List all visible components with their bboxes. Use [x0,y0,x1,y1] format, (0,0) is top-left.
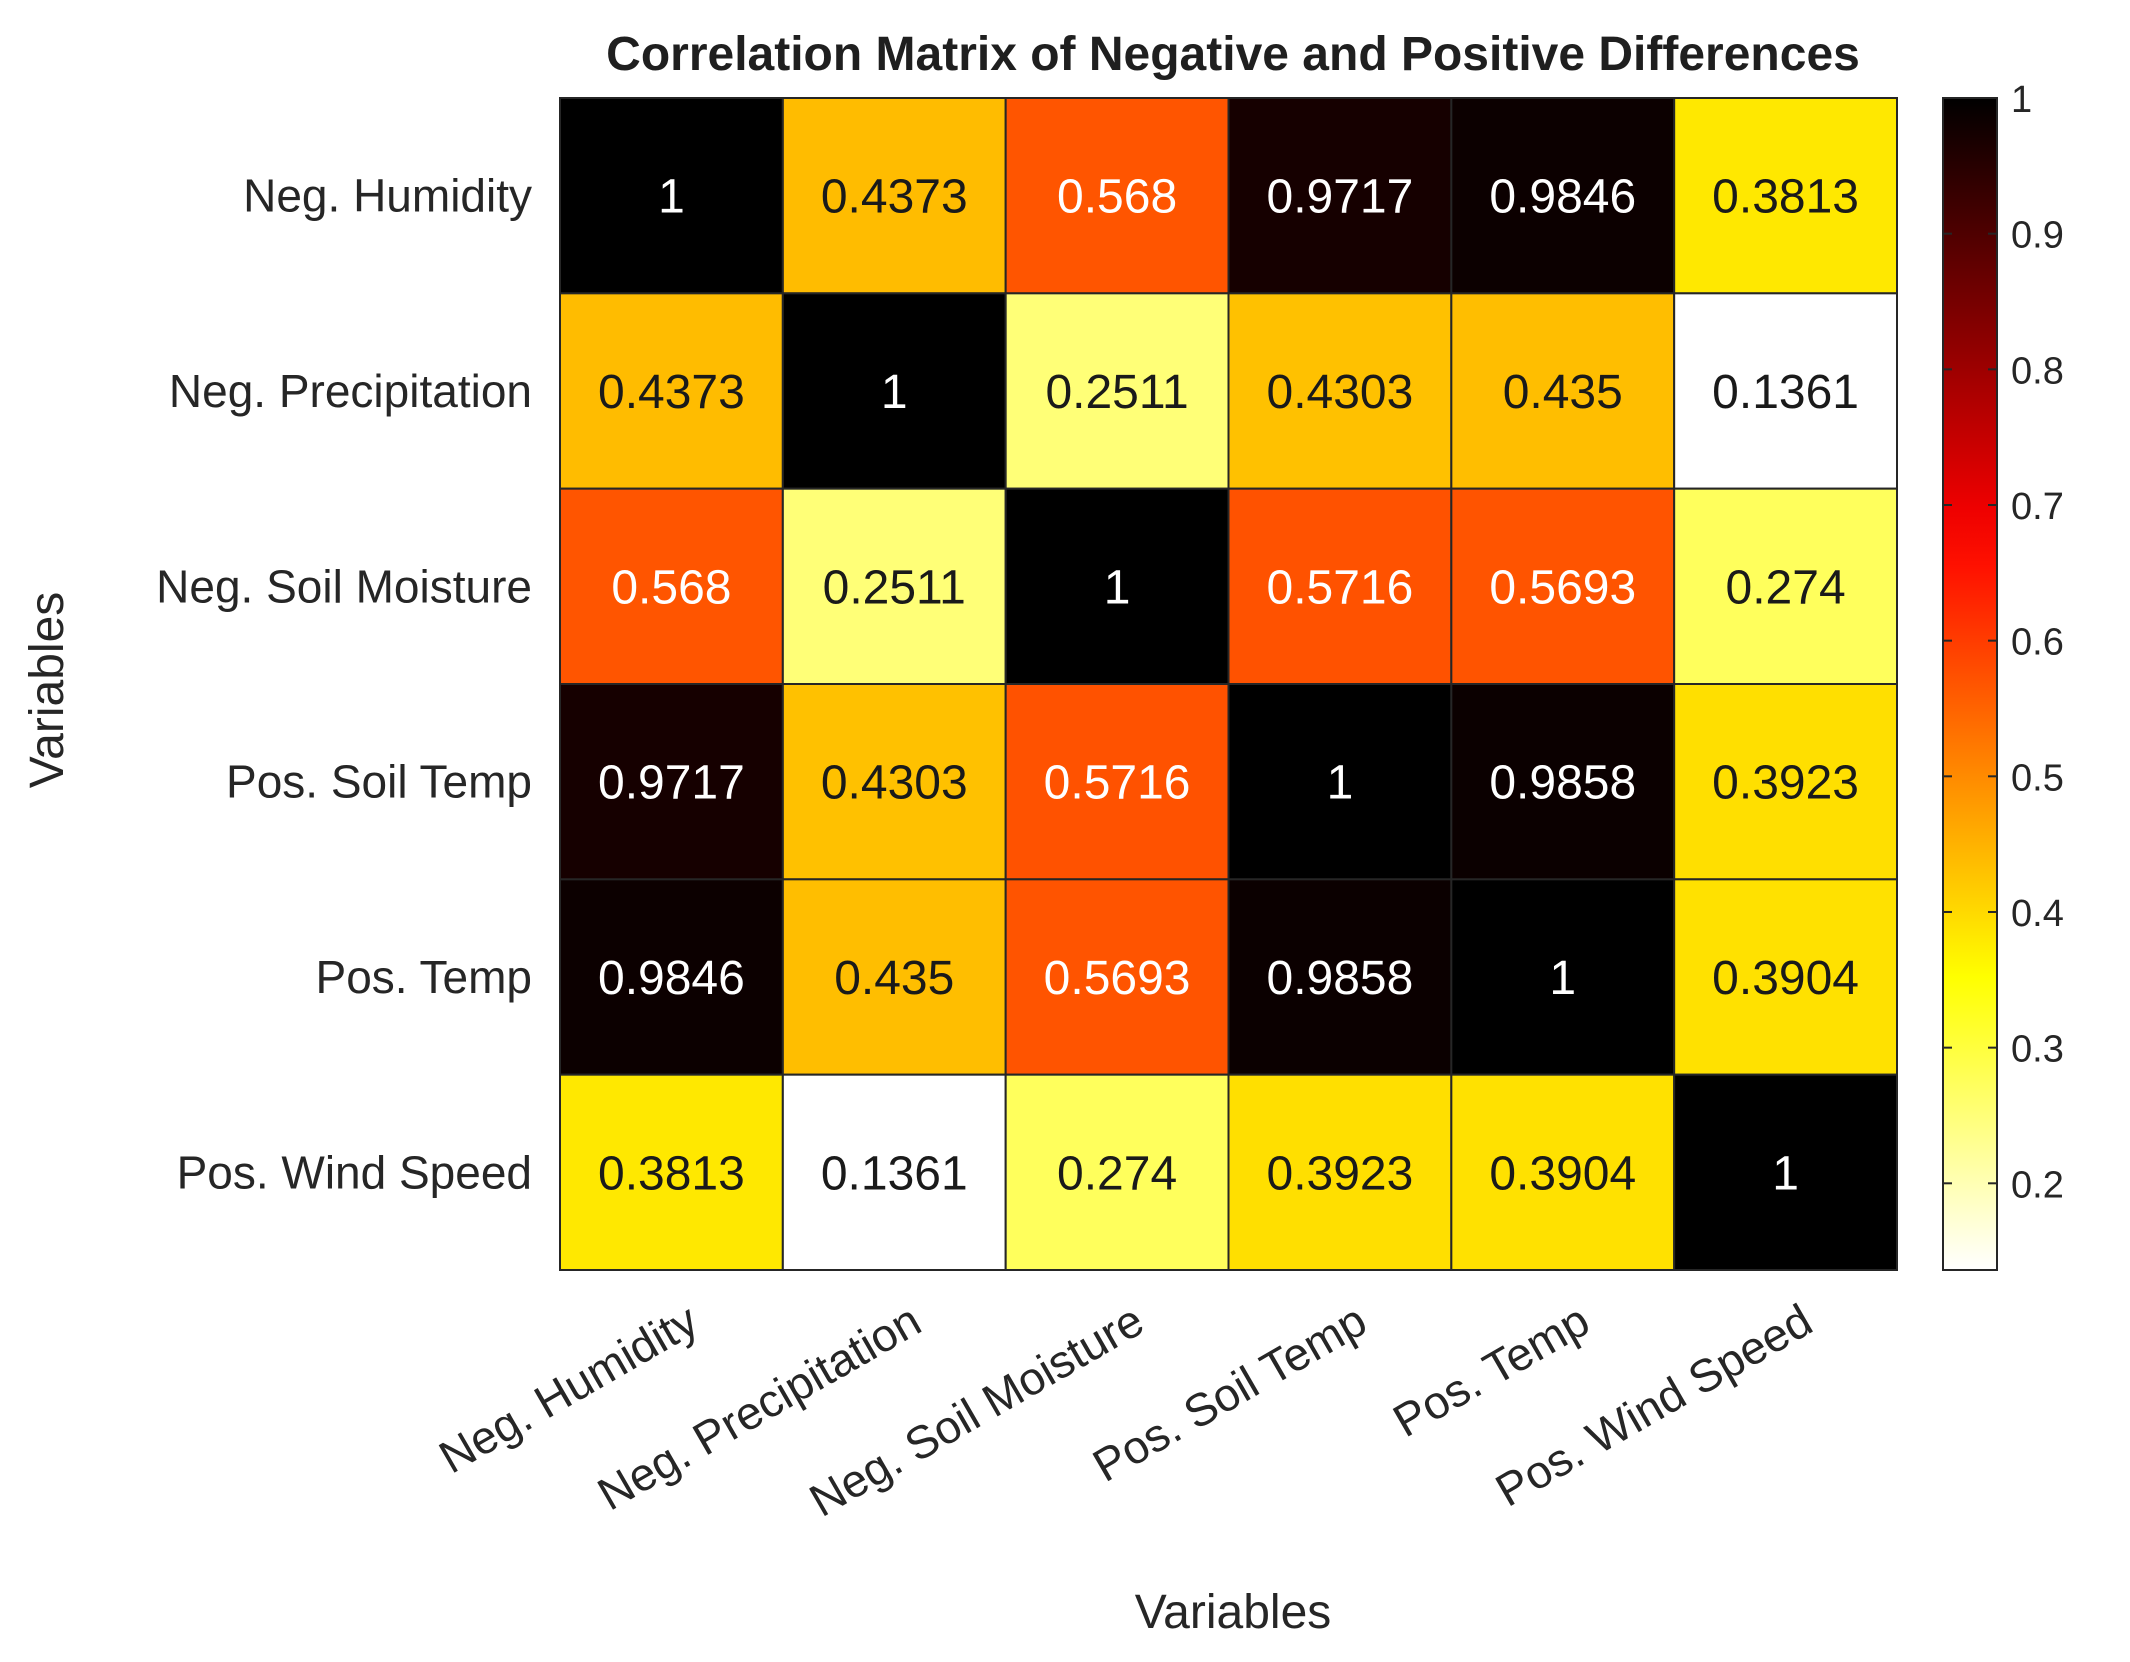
colorbar-tick-label-8: 1 [2011,79,2032,121]
y-tick-label-4: Pos. Temp [316,951,532,1003]
heatmap-cell-r2-c4 [1450,487,1676,685]
heatmap-cell-r4-c2 [1004,878,1230,1076]
x-axis-label: Variables [1135,1586,1332,1639]
cell-value-label-r0-c5: 0.3813 [1712,171,1859,224]
y-tick-label-1: Neg. Precipitation [169,365,532,417]
cell-value-label-r3-c3: 1 [1327,757,1354,810]
cell-value-label-r3-c2: 0.5716 [1044,757,1191,810]
y-axis-label: Variables [21,592,74,789]
heatmap-cell-r2-c2 [1004,487,1230,685]
heatmap-cell-r4-c0 [559,878,784,1076]
cell-value-label-r5-c5: 1 [1772,1147,1799,1200]
colorbar-tick-label-3: 0.5 [2011,757,2064,799]
y-tick-label-2: Neg. Soil Moisture [156,560,532,612]
cell-value-label-r2-c4: 0.5693 [1489,561,1636,614]
cell-value-label-r1-c2: 0.2511 [1045,366,1188,419]
heatmap-cell-r1-c5 [1673,292,1898,490]
cell-value-label-r5-c1: 0.1361 [821,1147,968,1200]
cell-value-label-r1-c5: 0.1361 [1712,366,1859,419]
cell-value-label-r0-c3: 0.9717 [1267,171,1414,224]
colorbar-tick-label-6: 0.8 [2011,350,2064,392]
heatmap-cell-r4-c3 [1227,878,1453,1076]
heatmap-cell-r3-c1 [781,683,1007,881]
colorbar-tick-label-4: 0.6 [2011,622,2064,664]
heatmap-cell-r1-c1 [781,292,1007,490]
colorbar-tick-label-7: 0.9 [2011,215,2064,257]
heatmap-cell-r4-c4 [1450,878,1676,1076]
cell-value-label-r4-c3: 0.9858 [1267,952,1414,1005]
heatmap-cell-r1-c3 [1227,292,1453,490]
cell-value-label-r5-c4: 0.3904 [1489,1147,1636,1200]
colorbar-tick-label-2: 0.4 [2011,893,2064,935]
heatmap-cell-r3-c2 [1004,683,1230,881]
heatmap-cell-r5-c5 [1673,1073,1898,1271]
cell-value-label-r3-c1: 0.4303 [821,757,968,810]
heatmap-cell-r3-c5 [1673,683,1898,881]
x-tick-label-4: Pos. Temp [1384,1294,1597,1447]
cell-value-label-r0-c0: 1 [658,171,685,224]
heatmap-cell-r4-c5 [1673,878,1898,1076]
heatmap-cell-r2-c1 [781,487,1007,685]
cell-value-label-r2-c0: 0.568 [611,561,731,614]
cell-value-label-r5-c0: 0.3813 [598,1147,745,1200]
heatmap-cell-labels: 1 0.4373 0.568 0.9717 0.9846 0.3813 0.4373 1 0.2… [598,171,1859,1201]
heatmap-cell-r5-c0 [559,1073,784,1271]
heatmap-cell-r3-c3 [1227,683,1453,881]
cell-value-label-r0-c4: 0.9846 [1489,171,1636,224]
heatmap-cell-r5-c4 [1450,1073,1676,1271]
cell-value-label-r0-c2: 0.568 [1057,171,1177,224]
cell-value-label-r2-c2: 1 [1104,561,1131,614]
cell-value-label-r2-c3: 0.5716 [1267,561,1414,614]
y-tick-label-3: Pos. Soil Temp [226,756,532,808]
cell-value-label-r5-c3: 0.3923 [1267,1147,1414,1200]
y-tick-label-0: Neg. Humidity [243,170,532,222]
cell-value-label-r1-c4: 0.435 [1503,366,1623,419]
colorbar-tick-label-1: 0.3 [2011,1029,2064,1071]
cell-value-label-r2-c1: 0.2511 [823,561,966,614]
colorbar-ticks: 0.2 0.3 0.4 0.5 0.6 0.7 0.8 0.9 1 [1943,79,2064,1206]
cell-value-label-r1-c3: 0.4303 [1267,366,1414,419]
cell-value-label-r4-c5: 0.3904 [1712,952,1859,1005]
heatmap-cell-r0-c1 [781,97,1007,295]
cell-value-label-r5-c2: 0.274 [1057,1147,1177,1200]
cell-value-label-r1-c0: 0.4373 [598,366,745,419]
heatmap-cells [559,97,1898,1271]
cell-value-label-r2-c5: 0.274 [1726,561,1846,614]
chart-title: Correlation Matrix of Negative and Posit… [606,28,1860,81]
heatmap-cell-r3-c4 [1450,683,1676,881]
cell-value-label-r4-c4: 1 [1549,952,1576,1005]
cell-value-label-r3-c0: 0.9717 [598,757,745,810]
cell-value-label-r3-c5: 0.3923 [1712,757,1859,810]
cell-value-label-r3-c4: 0.9858 [1489,757,1636,810]
colorbar-tick-label-0: 0.2 [2011,1164,2064,1206]
y-axis-tick-labels: Neg. Humidity Neg. Precipitation Neg. Soil… [156,170,532,1199]
cell-value-label-r4-c0: 0.9846 [598,952,745,1005]
heatmap-cell-r0-c5 [1673,97,1898,295]
heatmap-cell-r2-c3 [1227,487,1453,685]
heatmap-cell-r5-c3 [1227,1073,1453,1271]
heatmap-cell-r0-c3 [1227,97,1453,295]
heatmap-cell-r3-c0 [559,683,784,881]
heatmap-cell-r2-c0 [559,487,784,685]
colorbar-tick-label-5: 0.7 [2011,486,2064,528]
heatmap-cell-r0-c4 [1450,97,1676,295]
cell-value-label-r4-c1: 0.435 [834,952,954,1005]
y-tick-label-5: Pos. Wind Speed [177,1146,532,1198]
cell-value-label-r4-c2: 0.5693 [1044,952,1191,1005]
cell-value-label-r0-c1: 0.4373 [821,171,968,224]
heatmap-cell-r2-c5 [1673,487,1898,685]
heatmap-cell-r0-c0 [559,97,784,295]
colorbar [1942,97,1998,1271]
heatmap-cell-r0-c2 [1004,97,1230,295]
cell-value-label-r1-c1: 1 [881,366,908,419]
